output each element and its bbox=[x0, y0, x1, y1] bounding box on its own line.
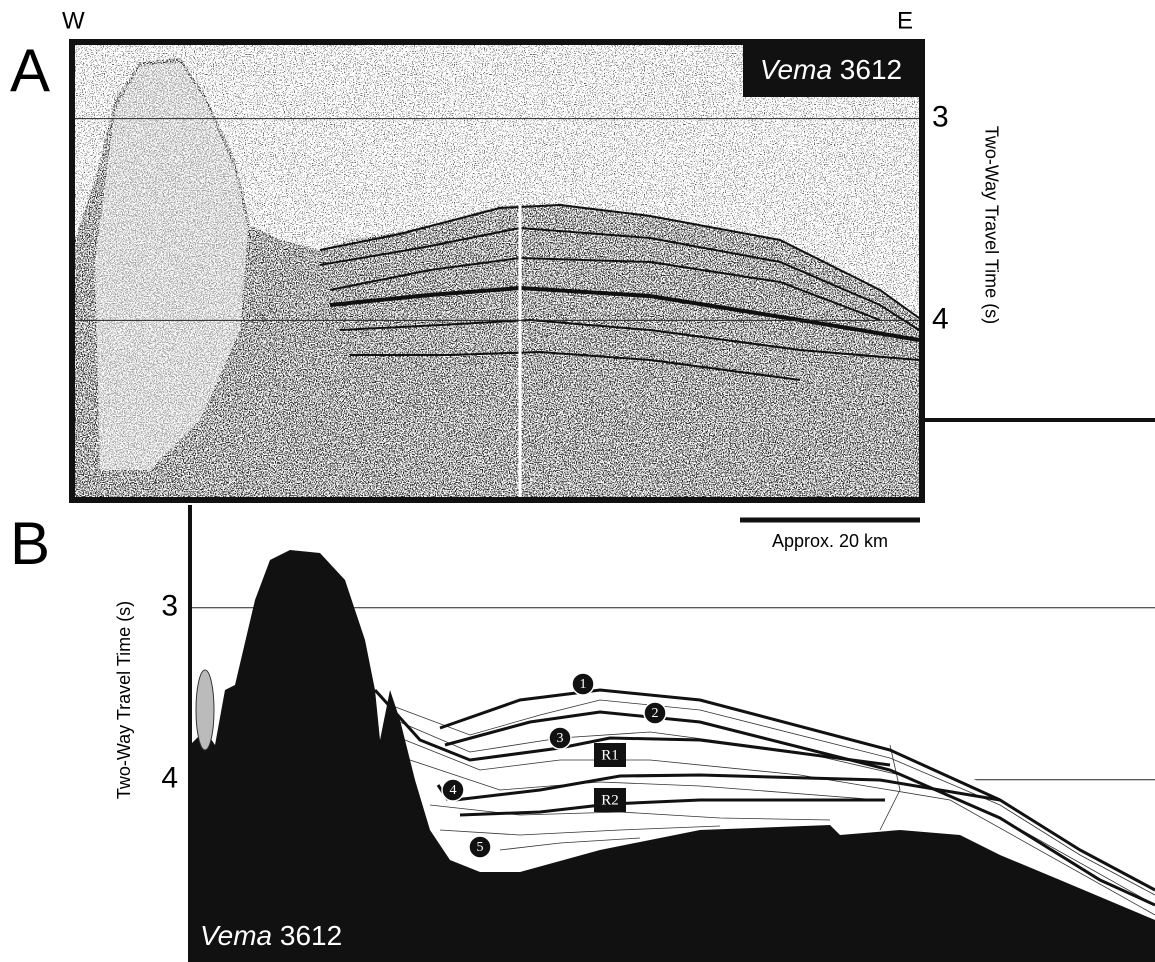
west-label: W bbox=[62, 7, 85, 34]
horizon-label: 5 bbox=[477, 840, 484, 855]
y-tick-label: 4 bbox=[932, 302, 949, 335]
figure: W E A Vema 3612 Two-Way Travel Time (s) … bbox=[0, 0, 1155, 962]
y-tick-label: 3 bbox=[932, 101, 949, 134]
intrusion bbox=[196, 670, 214, 750]
vessel-name: Vema bbox=[200, 920, 272, 951]
axis-title: Two-Way Travel Time (s) bbox=[114, 601, 134, 799]
horizon-label: 2 bbox=[652, 706, 659, 721]
horizon-label: 4 bbox=[450, 783, 457, 798]
panel-label: B bbox=[10, 510, 50, 577]
y-tick-label: 3 bbox=[161, 590, 178, 623]
reflector-label: R1 bbox=[601, 747, 619, 763]
vessel-label: Vema 3612 bbox=[760, 54, 902, 85]
reflector-label: R2 bbox=[601, 792, 619, 808]
vessel-number: 3612 bbox=[280, 920, 342, 951]
horizon-label: 1 bbox=[580, 677, 587, 692]
east-label: E bbox=[897, 7, 913, 34]
vessel-number: 3612 bbox=[840, 54, 902, 85]
panel-label: A bbox=[10, 37, 50, 104]
vessel-name: Vema bbox=[760, 54, 832, 85]
horizon-label: 3 bbox=[557, 731, 564, 746]
seismic-image bbox=[75, 45, 919, 497]
axis-title: Two-Way Travel Time (s) bbox=[981, 126, 1001, 324]
scale-label: Approx. 20 km bbox=[772, 531, 888, 551]
interpretation bbox=[190, 550, 1155, 962]
vessel-label: Vema 3612 bbox=[200, 920, 342, 951]
y-tick-label: 4 bbox=[161, 762, 178, 795]
page: W E A Vema 3612 Two-Way Travel Time (s) … bbox=[0, 0, 1155, 962]
